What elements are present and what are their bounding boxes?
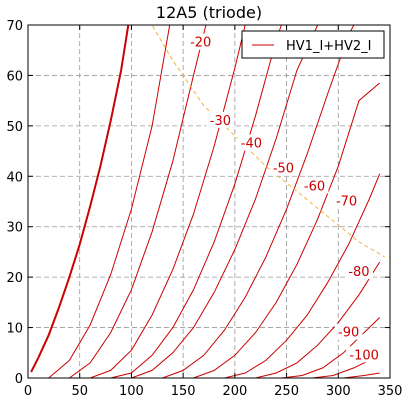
y-tick-label: 40 (6, 170, 23, 185)
series-line (110, 25, 282, 378)
series-line (69, 25, 207, 378)
curve-label: -100 (349, 348, 379, 363)
series-line (281, 317, 381, 378)
curve-label-bg (344, 263, 373, 280)
curve-label: -20 (190, 36, 211, 51)
curve-label: -90 (338, 326, 359, 341)
curve-label-bg (206, 111, 235, 128)
axes-frame (27, 24, 391, 379)
x-tick-label: 150 (171, 384, 196, 399)
curve-label: -40 (241, 137, 262, 152)
legend-label: HV1_I+HV2_I (286, 39, 371, 54)
series-line (343, 372, 380, 378)
curve-label-bg (332, 192, 361, 209)
x-tick-label: 200 (222, 384, 247, 399)
y-tick-label: 60 (6, 69, 23, 84)
curve-label-bg (269, 159, 298, 176)
chart-title: 12A5 (triode) (156, 3, 262, 22)
series-line (224, 173, 381, 378)
series-line (131, 25, 319, 378)
x-tick-label: 0 (24, 384, 32, 399)
y-tick-label: 0 (15, 372, 23, 387)
curve-label: -70 (336, 195, 357, 210)
curve-label-bg (334, 323, 363, 340)
curve-label: -60 (304, 179, 325, 194)
series-line (48, 25, 171, 378)
x-tick-label: 300 (326, 384, 351, 399)
load-line (151, 25, 386, 258)
curve-label-bg (346, 346, 383, 363)
curve-label-bg (300, 177, 329, 194)
y-tick-label: 70 (6, 19, 23, 34)
x-tick-label: 350 (378, 384, 403, 399)
curve-label: -30 (210, 114, 231, 129)
series-line (30, 25, 130, 373)
x-tick-label: 250 (274, 384, 299, 399)
series-line (255, 261, 381, 378)
curve-label-bg (186, 33, 215, 50)
curve-label: -80 (348, 265, 369, 280)
y-tick-label: 10 (6, 322, 23, 337)
y-tick-label: 30 (6, 221, 23, 236)
series-line (162, 25, 355, 378)
curve-label: -50 (273, 162, 294, 177)
x-tick-label: 100 (119, 384, 144, 399)
curve-label-bg (237, 134, 266, 151)
series-group (30, 25, 386, 378)
series-line (89, 25, 246, 378)
series-line (193, 82, 381, 378)
y-tick-label: 20 (6, 271, 23, 286)
y-tick-label: 50 (6, 120, 23, 135)
x-tick-label: 50 (71, 384, 88, 399)
